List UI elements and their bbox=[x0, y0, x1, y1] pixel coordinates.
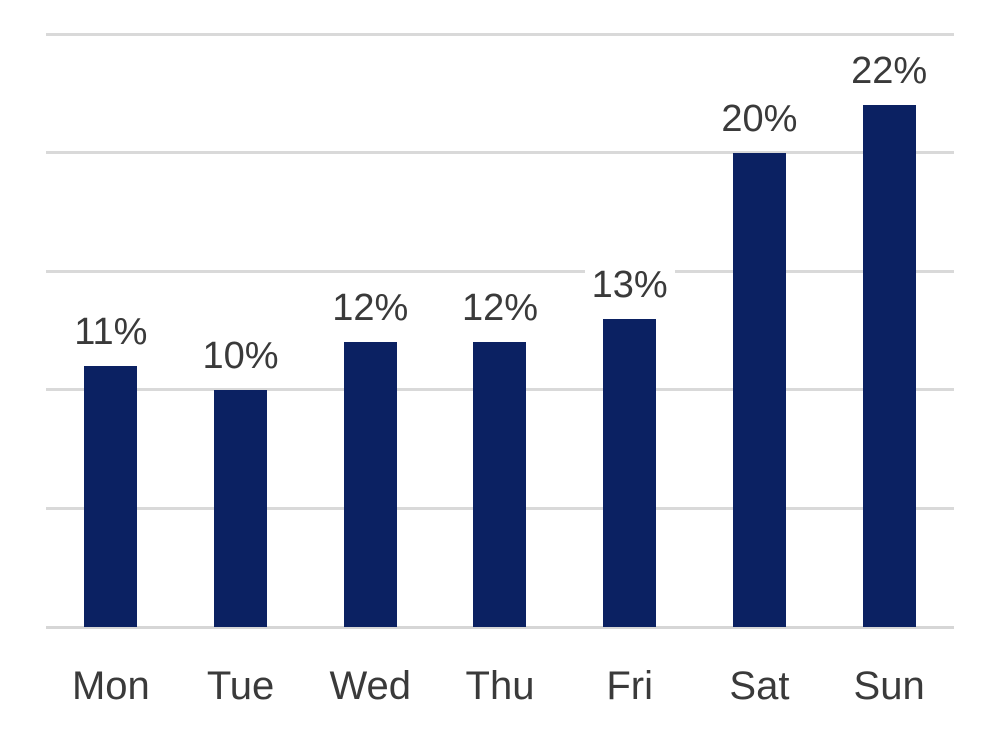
gridline bbox=[46, 151, 954, 155]
bar-slot-sun: 22% bbox=[824, 34, 954, 627]
bar-slot-fri: 13% bbox=[565, 34, 695, 627]
bar-slot-mon: 11% bbox=[46, 34, 176, 627]
bar-slot-sat: 20% bbox=[695, 34, 825, 627]
gridline bbox=[46, 32, 954, 36]
x-tick-label-sun: Sun bbox=[853, 663, 925, 708]
x-axis: Mon Tue Wed Thu Fri Sat Sun bbox=[46, 658, 954, 714]
x-tick-label-thu: Thu bbox=[465, 663, 535, 708]
bar-slot-thu: 12% bbox=[435, 34, 565, 627]
data-label-sat: 20% bbox=[714, 98, 805, 140]
x-tick-label-wed: Wed bbox=[329, 663, 412, 708]
bar-wed bbox=[343, 342, 397, 627]
data-label-wed: 12% bbox=[325, 288, 416, 330]
x-tick-label-fri: Fri bbox=[606, 663, 654, 708]
data-label-thu: 12% bbox=[454, 288, 546, 330]
bar-thu bbox=[473, 342, 527, 627]
x-tick-label-mon: Mon bbox=[71, 663, 150, 708]
bar-tue bbox=[214, 389, 268, 627]
data-label-sun: 22% bbox=[844, 51, 935, 93]
bar-mon bbox=[84, 366, 138, 627]
bar-fri bbox=[603, 318, 657, 627]
data-label-fri: 13% bbox=[584, 264, 675, 306]
bar-sat bbox=[732, 152, 786, 627]
bar-slot-tue: 10% bbox=[176, 34, 306, 627]
gridline bbox=[46, 269, 954, 273]
x-tick-label-tue: Tue bbox=[206, 663, 275, 708]
bar-slot-wed: 12% bbox=[305, 34, 435, 627]
data-label-mon: 11% bbox=[67, 312, 155, 354]
bar-sun bbox=[862, 105, 916, 627]
x-axis-baseline bbox=[46, 625, 954, 629]
x-tick-label-sat: Sat bbox=[729, 663, 790, 708]
data-label-tue: 10% bbox=[195, 335, 286, 377]
plot-area: 11% 10% 12% 12% 13% 20% 22% bbox=[46, 32, 954, 629]
